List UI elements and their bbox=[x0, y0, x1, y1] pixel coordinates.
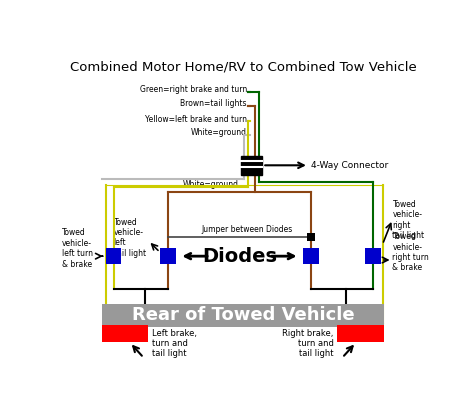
Text: Brown=tail lights: Brown=tail lights bbox=[180, 99, 247, 108]
Bar bbox=[160, 249, 175, 264]
Text: Right brake,
turn and
tail light: Right brake, turn and tail light bbox=[282, 329, 334, 358]
Text: Diodes: Diodes bbox=[202, 247, 277, 266]
Text: Towed
vehicle-
right turn
& brake: Towed vehicle- right turn & brake bbox=[392, 232, 429, 272]
Text: Jumper between Diodes: Jumper between Diodes bbox=[201, 225, 293, 234]
Text: Rear of Towed Vehicle: Rear of Towed Vehicle bbox=[132, 306, 354, 325]
Bar bbox=[102, 304, 384, 327]
Bar bbox=[307, 233, 315, 241]
Bar bbox=[337, 325, 384, 342]
Bar bbox=[106, 249, 121, 264]
Text: 4-Way Connector: 4-Way Connector bbox=[311, 161, 388, 170]
Bar bbox=[303, 249, 319, 264]
Text: Combined Motor Home/RV to Combined Tow Vehicle: Combined Motor Home/RV to Combined Tow V… bbox=[70, 61, 416, 73]
Text: Green=right brake and turn: Green=right brake and turn bbox=[139, 85, 247, 94]
Text: Yellow=left brake and turn: Yellow=left brake and turn bbox=[145, 115, 247, 124]
Text: White=ground: White=ground bbox=[183, 180, 239, 189]
Text: Left brake,
turn and
tail light: Left brake, turn and tail light bbox=[152, 329, 197, 358]
Bar bbox=[241, 156, 262, 175]
Text: Towed
vehicle-
right
tail light: Towed vehicle- right tail light bbox=[392, 200, 425, 240]
Text: Towed
vehicle-
left turn
& brake: Towed vehicle- left turn & brake bbox=[62, 228, 92, 269]
Bar bbox=[102, 325, 148, 342]
Bar bbox=[365, 249, 381, 264]
Text: Towed
vehicle-
left
tail light: Towed vehicle- left tail light bbox=[113, 217, 146, 258]
Text: White=ground: White=ground bbox=[191, 129, 247, 137]
